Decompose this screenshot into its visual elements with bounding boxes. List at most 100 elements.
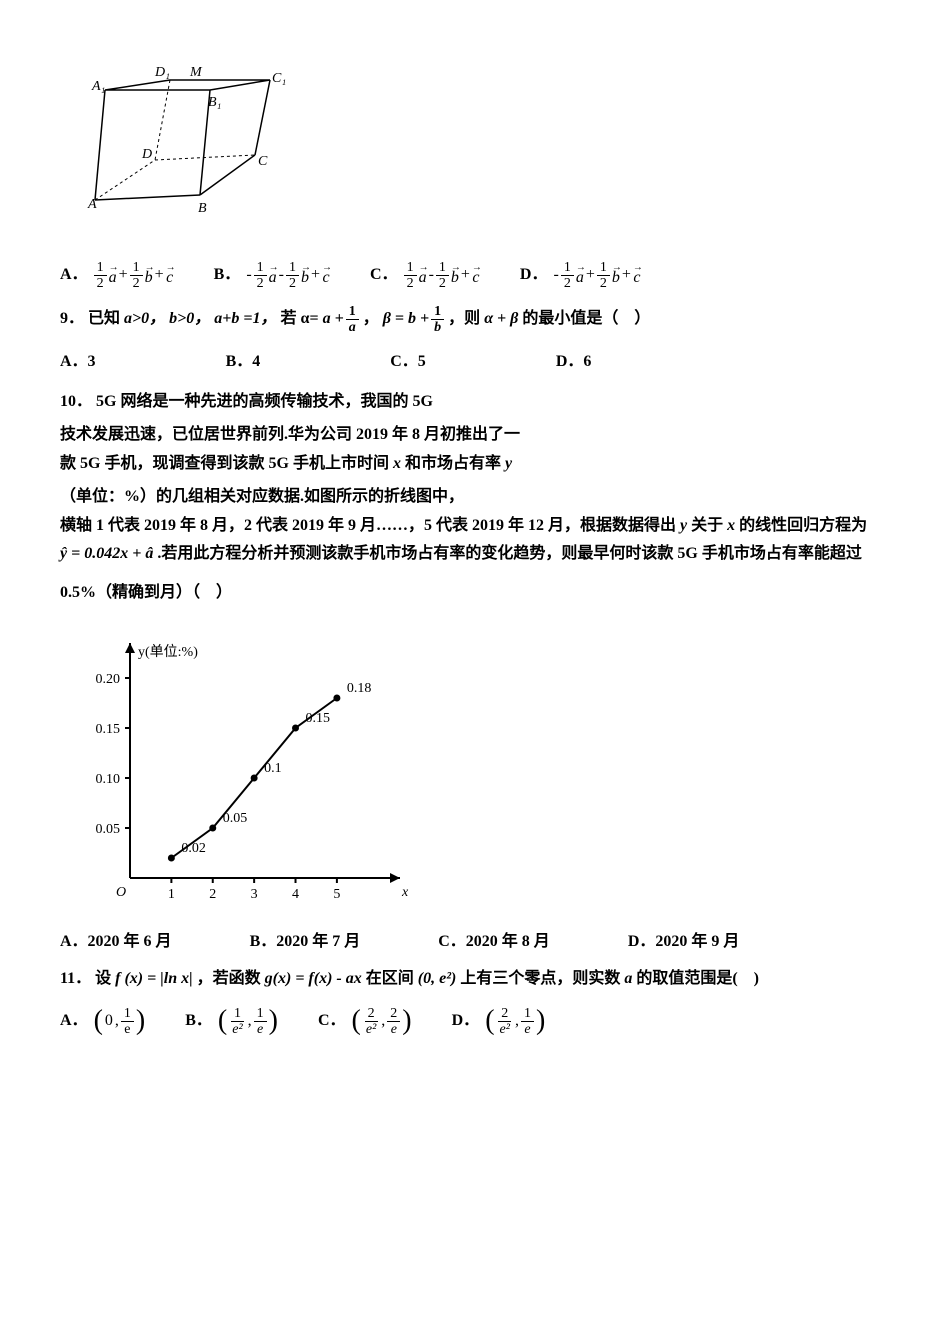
q8-B-expr: - 12 →a - 12 →b + →c [246,260,330,292]
q10-options: A．2020 年 6 月 B．2020 年 7 月 C．2020 年 8 月 D… [60,928,890,957]
option-label: D． [520,261,548,290]
q10-l3c: 的线性回归方程为 [739,512,867,541]
q11-m1: ，若函数 [197,965,261,994]
q11-pre: 设 [95,965,111,994]
q11-interval: (0, e²) [418,965,457,994]
q10-l4b: 手机市场占有率能超过 [702,540,862,569]
q9-c1: a>0， [124,305,165,334]
svg-text:x: x [401,885,409,900]
svg-text:0.20: 0.20 [96,672,121,687]
q11-gx: g(x) = f(x) - ax [265,965,362,994]
chart-svg: 0.050.100.150.2012345Oy(单位:%)x0.020.050.… [60,628,460,908]
label-A: A [87,197,97,212]
yhat: ŷ [60,540,67,569]
q9-c2: b>0， [169,305,210,334]
option-label: A． [60,1007,88,1036]
q9-option-B: B．4 [226,348,261,377]
q11-options: A． ( 0, 1e ) B． ( 1e² , 1e ) C． ( 2e² , … [60,1006,890,1038]
q10-l3a: 横轴 1 代表 2019 年 8 月，2 代表 2019 年 9 月……，5 代… [60,512,676,541]
ahat: â [145,540,153,569]
y-1: y [505,450,512,479]
q9-then: ，则 [448,305,480,334]
q10-l1a: 网络是一种先进的高频传输技术，我国的 [120,388,408,417]
label-C: C [258,154,268,169]
q10-l2d: 和市场占有率 [405,450,501,479]
svg-text:3: 3 [251,887,258,902]
q8-option-C: C． 12 →a - 12 →b + →c [370,260,480,292]
q9-alpha: a + 1a [323,304,359,336]
q11-m2: 在区间 [366,965,414,994]
q9-pre: 已知 [88,305,120,334]
label-B1: B₁ [208,95,221,110]
q8-cube-figure: A B C D A₁ B₁ C₁ D₁ M [60,60,890,240]
q9-beta: β = b + 1b [383,304,444,336]
label-M: M [189,65,203,80]
q9-num: 9． [60,305,84,334]
q10-l4a: .若用此方程分析并预测该款手机市场占有率的变化趋势，则最早何时该款 [157,540,673,569]
q8-option-D: D． - 12 →a + 12 →b + →c [520,260,641,292]
q11-option-B: B． ( 1e² , 1e ) [185,1006,278,1038]
q11-C-expr: ( 2e² , 2e ) [352,1006,412,1038]
x-2: x [727,512,735,541]
q11-m4: 的取值范围是( ) [636,965,759,994]
q11-fx: f (x) = |ln x| [115,965,193,994]
q11-option-A: A． ( 0, 1e ) [60,1006,145,1038]
q8-option-B: B． - 12 →a - 12 →b + →c [214,260,330,292]
q11-option-D: D． ( 2e² , 1e ) [452,1006,546,1038]
q8-C-expr: 12 →a - 12 →b + →c [404,260,480,292]
q9-if: 若 α= [281,305,319,334]
svg-text:0.05: 0.05 [223,811,248,826]
q10-chart: 0.050.100.150.2012345Oy(单位:%)x0.020.050.… [60,628,890,908]
q9-ab: α + β [484,305,518,334]
q10-l2: 款 5G 手机，现调查得到该款 5G 手机上市时间 x 和市场占有率 y （单位… [60,450,890,512]
q10-l1b: 技术发展迅速，已位居世界前列.华为公司 2019 年 8 月初推出了一 [60,421,520,450]
q10-l3: 横轴 1 代表 2019 年 8 月，2 代表 2019 年 9 月……，5 代… [60,512,890,541]
option-label: B． [214,261,241,290]
q10-option-C: C．2020 年 8 月 [438,928,550,957]
svg-text:0.10: 0.10 [96,772,121,787]
svg-text:O: O [116,885,126,900]
5g-4: 5G [268,450,288,479]
label-D1: D₁ [154,65,170,80]
svg-text:0.05: 0.05 [96,822,121,837]
q9: 9． 已知 a>0， b>0， a+b =1， 若 α= a + 1a ， β … [60,304,890,336]
q8-D-expr: - 12 →a + 12 →b + →c [553,260,640,292]
q10-l2a: 款 [60,450,76,479]
y-2: y [680,512,687,541]
q11-A-expr: ( 0, 1e ) [94,1006,146,1038]
q11-m3: 上有三个零点，则实数 [460,965,620,994]
x-1: x [393,450,401,479]
q10-option-A: A．2020 年 6 月 [60,928,172,957]
svg-text:0.02: 0.02 [181,841,206,856]
q10-l1: 10． 5G 网络是一种先进的高频传输技术，我国的 5G 技术发展迅速，已位居世… [60,388,890,450]
svg-text:0.1: 0.1 [264,761,282,776]
svg-text:1: 1 [168,887,175,902]
q10-l2e: （单位：%）的几组相关对应数据.如图所示的折线图中， [60,483,464,512]
option-label: A． [60,261,88,290]
q10-num: 10． [60,388,92,417]
option-label: D． [452,1007,480,1036]
svg-text:2: 2 [209,887,216,902]
q9-c3: a+b =1， [214,305,276,334]
q8-option-A: A． 12 →a + 12 →b + →c [60,260,174,292]
q9-option-C: C．5 [390,348,426,377]
option-label: C． [370,261,398,290]
svg-text:0.18: 0.18 [347,681,372,696]
option-label: B． [185,1007,212,1036]
q11-option-C: C． ( 2e² , 2e ) [318,1006,412,1038]
label-C1: C₁ [272,71,286,86]
5g-1: 5G [96,388,116,417]
cube-svg: A B C D A₁ B₁ C₁ D₁ M [60,60,300,240]
q11-a: a [624,965,632,994]
q10-l5: 0.5%（精确到月）（ ） [60,579,890,608]
5g-5: 5G [677,540,697,569]
q10-option-B: B．2020 年 7 月 [250,928,361,957]
svg-text:5: 5 [333,887,340,902]
q9-option-A: A．3 [60,348,96,377]
q9-options: A．3 B．4 C．5 D．6 [60,348,890,377]
q10-l2b: 手机，现调查得到该款 [104,450,264,479]
q10-l3b: 关于 [691,512,723,541]
label-A1: A₁ [91,79,105,94]
q11: 11． 设 f (x) = |ln x| ，若函数 g(x) = f(x) - … [60,965,890,994]
q8-A-expr: 12 →a + 12 →b + →c [94,260,174,292]
